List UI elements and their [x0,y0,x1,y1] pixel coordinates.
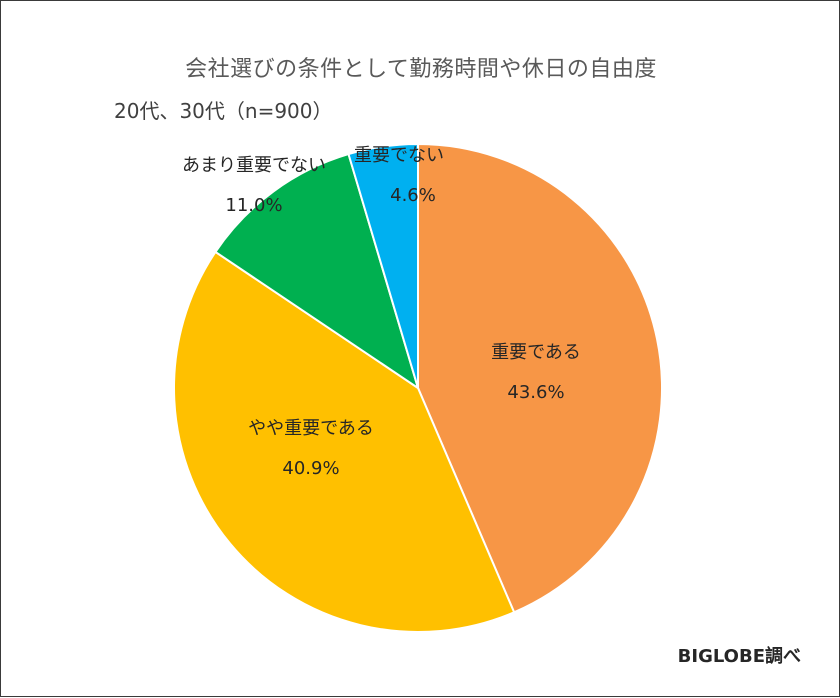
pie-slices [173,142,663,633]
slice-value-2: 11.0% [225,195,282,216]
pie-slice-1 [173,250,516,633]
chart-title: 会社選びの条件として勤務時間や休日の自由度 [185,57,657,82]
slice-label-0: 重要である [491,342,581,363]
source-credit: BIGLOBE調べ [677,646,801,667]
slice-value-3: 4.6% [390,185,436,206]
pie-labels: 重要である 43.6% やや重要である 40.9% あまり重要でない 11.0%… [182,145,581,479]
slice-value-1: 40.9% [282,458,339,479]
slice-label-2: あまり重要でない [182,155,326,176]
pie-slice-2 [214,152,420,391]
slice-label-3: 重要でない [354,145,444,166]
slice-value-0: 43.6% [507,382,564,403]
chart-subtitle: 20代、30代（n=900） [114,99,333,123]
slice-label-1: やや重要である [248,418,374,439]
pie-slice-3 [347,142,419,389]
pie-slice-0 [417,142,663,614]
